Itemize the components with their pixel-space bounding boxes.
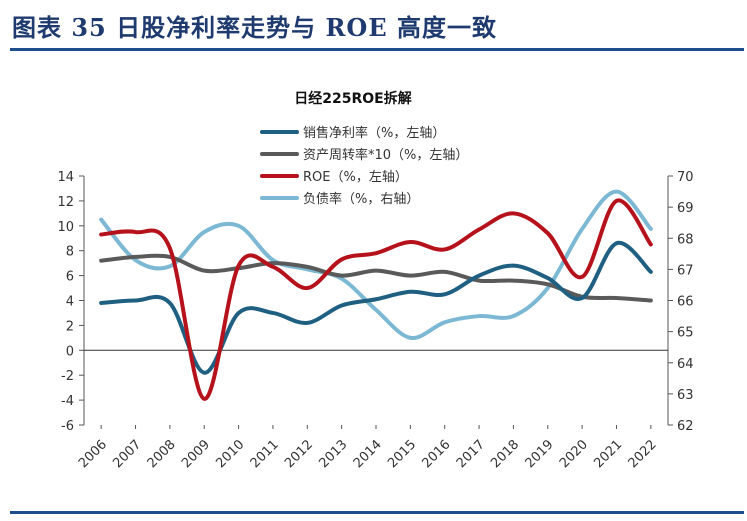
legend: 销售净利率（%，左轴） 资产周转率*10（%，左轴） ROE（%，左轴） 负债率（%，…: [260, 125, 468, 207]
legend-label-2: ROE（%，左轴）: [303, 170, 408, 185]
x-axis-tick-label: 2008: [145, 437, 179, 471]
x-axis-tick-label: 2020: [557, 437, 591, 471]
x-axis-tick-label: 2009: [179, 437, 213, 471]
x-axis-tick-label: 2011: [248, 437, 282, 471]
x-axis-tick-label: 2019: [523, 437, 557, 471]
right-axis-tick-label: 65: [677, 326, 694, 341]
left-axis-tick-label: 12: [57, 195, 74, 210]
bottom-divider: [10, 511, 744, 514]
left-axis-tick-label: -4: [61, 394, 74, 409]
x-axis-tick-label: 2006: [76, 437, 110, 471]
right-axis-tick-label: 69: [677, 201, 694, 216]
title-divider: [10, 48, 744, 51]
left-axis-tick-label: 4: [66, 295, 74, 310]
left-axis-tick-label: 0: [66, 344, 74, 359]
left-axis-tick-label: -6: [61, 419, 74, 434]
series-line-2: [99, 198, 653, 401]
x-axis-tick-label: 2022: [626, 437, 660, 471]
right-axis-tick-label: 64: [677, 357, 694, 372]
left-axis-tick-label: 2: [66, 319, 74, 334]
x-axis-tick-label: 2018: [488, 437, 522, 471]
x-axis-tick-label: 2007: [110, 437, 144, 471]
right-axis-tick-label: 63: [677, 388, 694, 403]
right-axis-tick-label: 66: [677, 295, 694, 310]
x-axis-tick-label: 2012: [282, 437, 316, 471]
x-axis-tick-label: 2016: [420, 437, 454, 471]
chart-title: 日经225ROE拆解: [294, 90, 411, 107]
x-axis-tick-label: 2021: [591, 437, 625, 471]
left-axis-tick-label: 8: [66, 245, 74, 260]
x-axis-tick-label: 2010: [213, 437, 247, 471]
right-axis-tick-label: 68: [677, 232, 694, 247]
legend-label-1: 资产周转率*10（%，左轴）: [303, 147, 468, 163]
figure-title: 图表 35 日股净利率走势与 ROE 高度一致: [12, 13, 497, 42]
x-axis-tick-label: 2015: [385, 437, 419, 471]
left-axis-tick-label: -2: [61, 369, 74, 384]
right-axis-tick-label: 70: [677, 170, 694, 185]
series-lines: [99, 189, 653, 401]
x-axis-tick-label: 2013: [316, 437, 350, 471]
left-axis-tick-label: 6: [66, 270, 74, 285]
x-axis-tick-label: 2014: [351, 437, 385, 471]
left-axis-tick-label: 14: [57, 170, 74, 185]
right-axis-tick-label: 67: [677, 263, 694, 278]
legend-label-3: 负债率（%，右轴）: [303, 191, 419, 207]
right-axis-tick-label: 62: [677, 419, 694, 434]
series-line-3: [99, 189, 653, 340]
legend-label-0: 销售净利率（%，左轴）: [303, 125, 445, 141]
left-axis-tick-label: 10: [57, 220, 74, 235]
x-axis-tick-label: 2017: [454, 437, 488, 471]
